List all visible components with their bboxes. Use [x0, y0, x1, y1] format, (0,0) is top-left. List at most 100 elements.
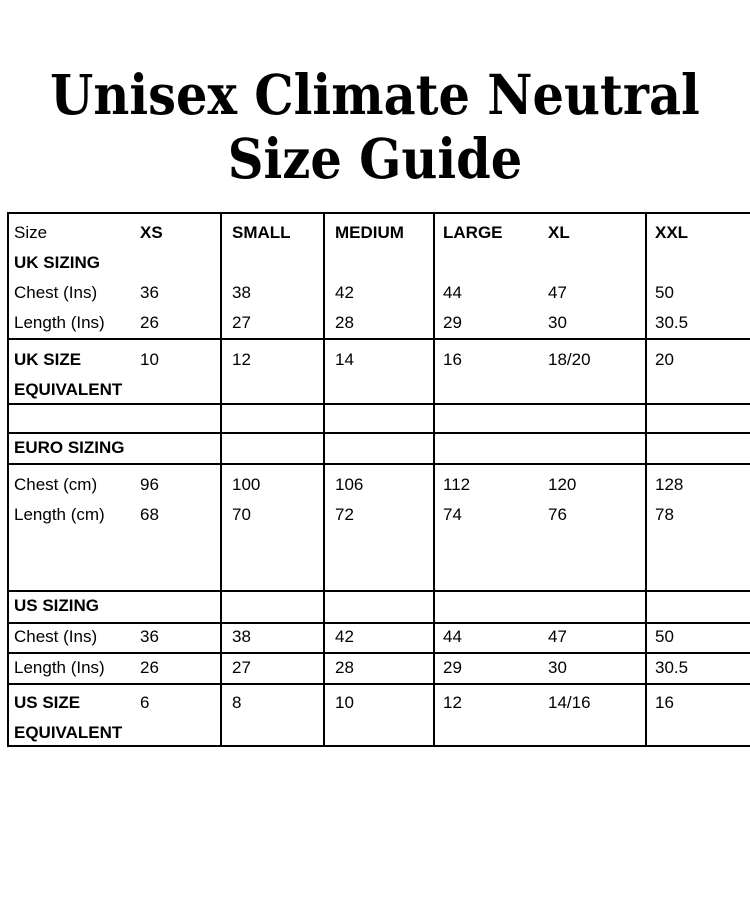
cell-euro-medium: 106 72: [325, 465, 435, 590]
cell-us-length-label: Length (Ins) 26: [9, 654, 222, 683]
uk-length-xl: 30: [548, 313, 567, 332]
line-us-length-large-xl: 29 30: [435, 654, 645, 681]
line-uk-equiv-large-xl: 16 18/20: [435, 345, 645, 375]
euro-length-small: 70: [232, 505, 251, 524]
cell-xxl-uk: XXL 50 30.5: [647, 214, 750, 338]
us-length-xl: 30: [548, 658, 567, 677]
row-us-equivalent: US SIZE 6 EQUIVALENT 8 10 12 14/16 16: [9, 685, 750, 747]
empty-cell: [647, 592, 750, 622]
uk-equivalent-label-line2: EQUIVALENT: [14, 380, 123, 399]
cell-small-uk: SMALL 38 27: [222, 214, 325, 338]
spacer-line: [435, 248, 645, 278]
us-chest-small: 38: [232, 627, 251, 646]
empty-cell: [222, 592, 325, 622]
uk-sizing-section-label: UK SIZING: [14, 253, 100, 272]
empty-cell: [325, 592, 435, 622]
uk-chest-xxl: 50: [655, 283, 674, 302]
cell-uk-equivalent-large-xl: 16 18/20: [435, 340, 647, 403]
line-us-chest-large-xl: 44 47: [435, 624, 645, 650]
line-euro-chest: Chest (cm) 96: [9, 470, 220, 500]
uk-length-small: 27: [232, 313, 251, 332]
uk-equivalent-xl: 18/20: [548, 350, 591, 369]
cell-us-length-medium: 28: [325, 654, 435, 683]
cell-euro-large-xl: 112 120 74 76: [435, 465, 647, 590]
line-euro-length-large-xl: 74 76: [435, 500, 645, 530]
us-chest-xs: 36: [140, 627, 159, 646]
cell-us-chest-label: Chest (Ins) 36: [9, 624, 222, 652]
us-equivalent-label-line1: US SIZE: [14, 693, 81, 712]
line-us-length: Length (Ins) 26: [9, 654, 220, 681]
spacer-line: [222, 248, 323, 278]
euro-chest-xl: 120: [548, 475, 577, 494]
euro-chest-medium: 106: [335, 475, 364, 494]
empty-cell: [435, 405, 647, 432]
euro-chest-label: Chest (cm): [14, 475, 98, 494]
line-us-chest: Chest (Ins) 36: [9, 624, 220, 650]
header-xs: XS: [140, 223, 163, 242]
euro-chest-small: 100: [232, 475, 261, 494]
cell-us-equivalent-medium: 10: [325, 685, 435, 745]
uk-equivalent-label-line1: UK SIZE: [14, 350, 82, 369]
empty-cell: [647, 434, 750, 463]
cell-uk-equivalent-small: 12: [222, 340, 325, 403]
cell-us-equivalent-large-xl: 12 14/16: [435, 685, 647, 745]
line-us-equiv-2: EQUIVALENT: [9, 718, 220, 745]
empty-cell: [222, 405, 325, 432]
cell-us-chest-small: 38: [222, 624, 325, 652]
line-euro-chest-large-xl: 112 120: [435, 470, 645, 500]
row-uk-equivalent: UK SIZE 10 EQUIVALENT 12 14 16 18/20 20: [9, 340, 750, 405]
us-sizing-section-label: US SIZING: [14, 596, 100, 615]
uk-chest-small: 38: [232, 283, 251, 302]
cell-us-length-small: 27: [222, 654, 325, 683]
us-length-large: 29: [443, 658, 462, 677]
header-xxl: XXL: [655, 223, 689, 242]
cell-size-uk-labels: Size XS UK SIZING Chest (Ins) 36 Length …: [9, 214, 222, 338]
empty-cell: [325, 434, 435, 463]
us-chest-xxl: 50: [655, 627, 674, 646]
us-length-xs: 26: [140, 658, 159, 677]
row-us-length: Length (Ins) 26 27 28 29 30 30.5: [9, 654, 750, 685]
uk-equivalent-medium: 14: [335, 350, 354, 369]
empty-cell: [435, 434, 647, 463]
us-equivalent-medium: 10: [335, 693, 354, 712]
size-guide-table: Size XS UK SIZING Chest (Ins) 36 Length …: [7, 212, 750, 747]
cell-euro-xxl: 128 78: [647, 465, 750, 590]
cell-us-chest-medium: 42: [325, 624, 435, 652]
row-us-heading: US SIZING: [9, 592, 750, 624]
page-title: Unisex Climate Neutral Size Guide: [0, 63, 750, 191]
line-header: Size XS: [9, 218, 220, 248]
uk-length-label: Length (Ins): [14, 313, 105, 332]
euro-length-xs: 68: [140, 505, 159, 524]
cell-us-equivalent-xxl: 16: [647, 685, 750, 745]
euro-sizing-section-label: EURO SIZING: [14, 438, 125, 457]
cell-us-chest-large-xl: 44 47: [435, 624, 647, 652]
empty-cell: [9, 405, 222, 432]
header-large: LARGE: [443, 223, 503, 242]
spacer-line: [647, 248, 750, 278]
us-equivalent-xs: 6: [140, 693, 150, 712]
header-small: SMALL: [232, 223, 291, 242]
euro-length-medium: 72: [335, 505, 354, 524]
empty-cell: [647, 405, 750, 432]
us-equivalent-large: 12: [443, 693, 462, 712]
cell-us-equivalent-small: 8: [222, 685, 325, 745]
line-us-equiv-large-xl: 12 14/16: [435, 688, 645, 718]
us-length-xxl: 30.5: [655, 658, 689, 677]
empty-cell: [435, 592, 647, 622]
uk-chest-large: 44: [443, 283, 462, 302]
line-uk-section: UK SIZING: [9, 248, 220, 278]
line-uk-length: Length (Ins) 26: [9, 308, 220, 338]
cell-euro-small: 100 70: [222, 465, 325, 590]
uk-equivalent-xxl: 20: [655, 350, 674, 369]
line-euro-length: Length (cm) 68: [9, 500, 220, 530]
uk-length-medium: 28: [335, 313, 354, 332]
line-header-large-xl: LARGE XL: [435, 218, 645, 248]
us-length-label: Length (Ins): [14, 658, 105, 677]
empty-cell: [325, 405, 435, 432]
line-uk-chest-large-xl: 44 47: [435, 278, 645, 308]
header-size-label: Size: [14, 223, 48, 242]
euro-length-large: 74: [443, 505, 462, 524]
empty-cell: [222, 434, 325, 463]
cell-us-equivalent-label: US SIZE 6 EQUIVALENT: [9, 685, 222, 745]
